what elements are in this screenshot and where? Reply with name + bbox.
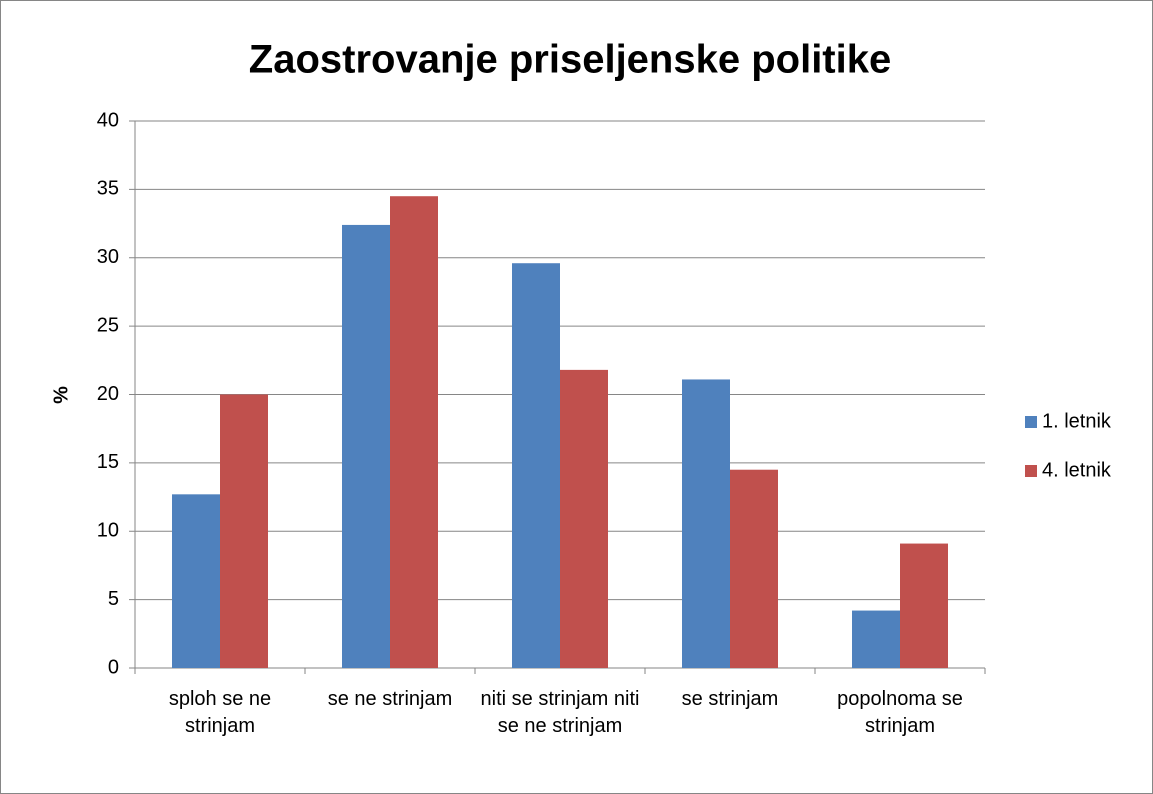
bar — [900, 543, 948, 668]
bar — [560, 369, 608, 668]
legend-label: 4. letnik — [1042, 459, 1112, 481]
bar — [682, 379, 730, 668]
y-tick-label: 15 — [97, 451, 119, 473]
bar — [220, 394, 268, 668]
x-tick-label: se ne strinjam — [327, 688, 453, 710]
bar — [172, 494, 220, 668]
y-tick-label: 5 — [108, 588, 119, 610]
y-tick-label: 30 — [97, 246, 119, 268]
y-tick-label: 10 — [97, 520, 119, 542]
y-tick-label: 20 — [97, 383, 119, 405]
legend-label: 1. letnik — [1042, 410, 1112, 432]
bar — [730, 469, 778, 668]
bar — [852, 610, 900, 668]
y-tick-label: 40 — [97, 109, 119, 131]
y-axis-label: % — [50, 386, 72, 404]
bar — [390, 196, 438, 668]
x-tick-label: se strinjam — [681, 688, 779, 710]
y-tick-label: 35 — [97, 178, 119, 200]
legend-swatch — [1025, 465, 1037, 477]
y-tick-label: 0 — [108, 656, 119, 678]
y-tick-label: 25 — [97, 314, 119, 336]
chart-title: Zaostrovanje priseljenske politike — [249, 38, 891, 82]
bar — [512, 263, 560, 668]
legend-swatch — [1025, 416, 1037, 428]
x-tick-label: niti se strinjam niti se ne strinjam — [480, 688, 640, 737]
bar — [342, 224, 390, 668]
x-tick-label: sploh se ne strinjam — [168, 688, 272, 737]
x-tick-label: popolnoma se strinjam — [837, 688, 963, 737]
